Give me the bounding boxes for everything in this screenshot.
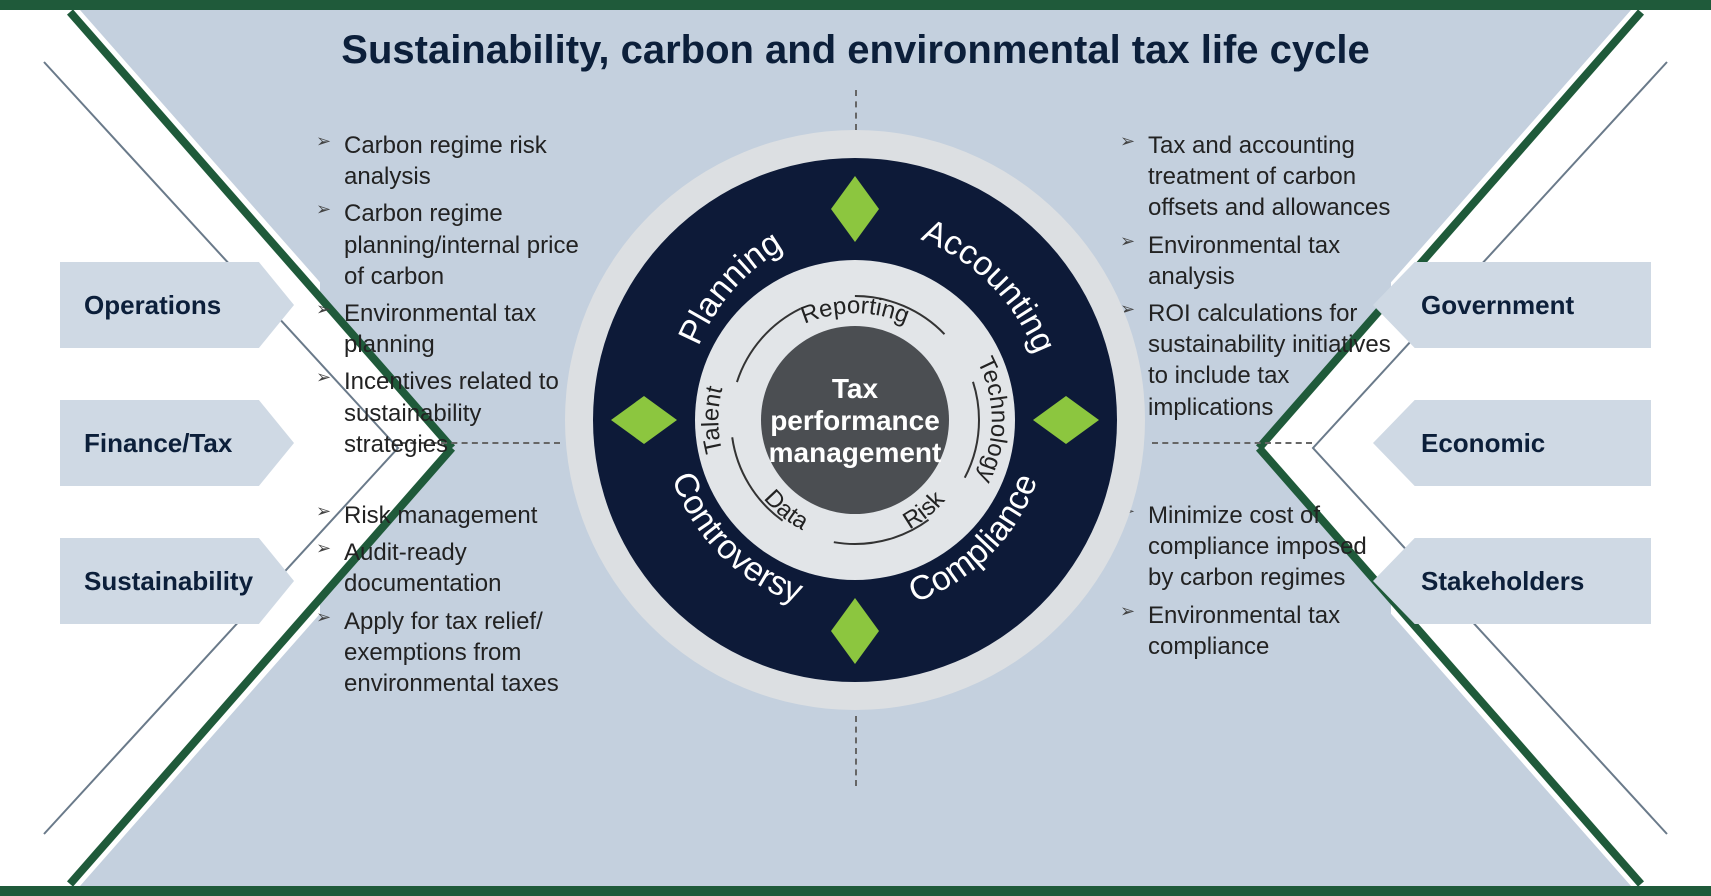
right-box-stakeholders: Stakeholders [1373,538,1651,624]
bullet-item: Tax and accounting treatment of carbon o… [1120,130,1400,224]
inner-label-talent: Talent [697,383,728,456]
border-top [0,0,1711,10]
dash-right [1152,442,1312,444]
right-box-economic: Economic [1373,400,1651,486]
bullet-item: Audit-ready documentation [316,537,586,599]
bullet-item: Environmental tax compliance [1120,600,1380,662]
right-box-label: Government [1421,290,1574,321]
left-box-sustainability: Sustainability [60,538,294,624]
bullets-accounting: Tax and accounting treatment of carbon o… [1120,130,1400,429]
left-box-label: Operations [84,290,221,321]
bullets-planning: Carbon regime risk analysis Carbon regim… [316,130,586,466]
bullet-item: Carbon regime risk analysis [316,130,586,192]
right-box-label: Economic [1421,428,1545,459]
lifecycle-circle: Planning Accounting Compliance Controver… [555,120,1155,720]
bullet-item: ROI calculations for sustainability init… [1120,298,1400,423]
bullet-item: Apply for tax relief/ exemptions from en… [316,606,586,700]
bullets-controversy: Risk management Audit-ready documentatio… [316,500,586,705]
bullet-item: Minimize cost of compliance imposed by c… [1120,500,1380,594]
circle-svg: Planning Accounting Compliance Controver… [555,120,1155,720]
left-box-finance: Finance/Tax [60,400,294,486]
center-line3: management [769,437,942,468]
bullet-item: Environmental tax analysis [1120,230,1400,292]
bullet-item: Incentives related to sustainability str… [316,366,586,460]
right-box-label: Stakeholders [1421,566,1584,597]
center-line2: performance [770,405,940,436]
dash-bottom [855,716,857,786]
center-line1: Tax [832,373,879,404]
bullet-item: Carbon regime planning/internal price of… [316,198,586,292]
border-bottom [0,886,1711,896]
diagram-root: Sustainability, carbon and environmental… [0,0,1711,896]
left-box-label: Finance/Tax [84,428,232,459]
bullets-compliance: Minimize cost of compliance imposed by c… [1120,500,1380,668]
page-title: Sustainability, carbon and environmental… [0,28,1711,73]
left-box-operations: Operations [60,262,294,348]
bullet-item: Risk management [316,500,586,531]
bullet-item: Environmental tax planning [316,298,586,360]
right-box-government: Government [1373,262,1651,348]
left-box-label: Sustainability [84,566,253,597]
